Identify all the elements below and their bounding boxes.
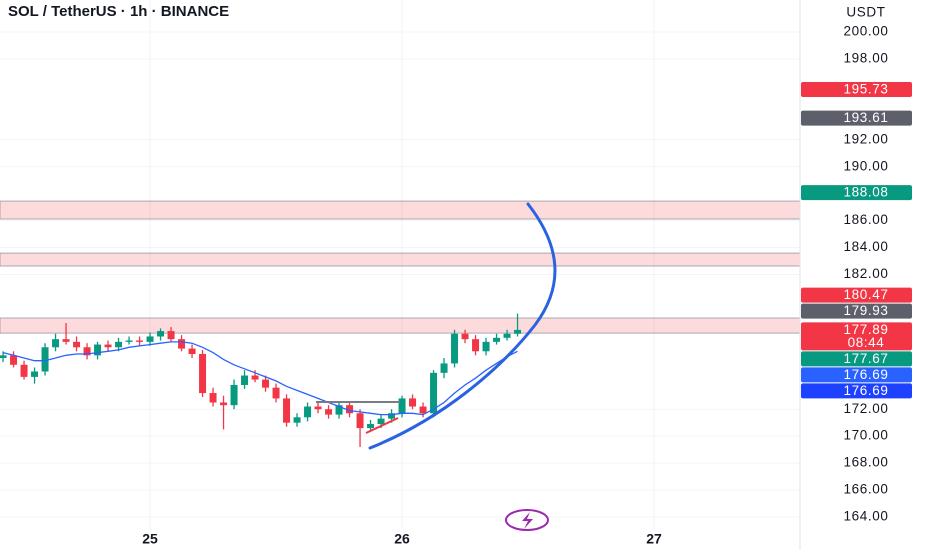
candle-body — [178, 339, 186, 349]
candle-body — [83, 347, 91, 356]
candle-body — [262, 379, 270, 388]
candle-body — [220, 402, 228, 406]
candle-body — [157, 331, 165, 337]
grid — [0, 0, 800, 530]
y-tick-label: 166.00 — [844, 482, 889, 497]
candle-body — [167, 331, 175, 340]
price-tag — [801, 110, 912, 126]
price-tag — [801, 287, 912, 303]
candle-body — [272, 387, 280, 399]
candle-body — [62, 339, 70, 342]
candle-body — [430, 372, 438, 414]
y-tick-label: 164.00 — [844, 509, 889, 524]
zone — [0, 200, 801, 220]
candle-body — [461, 333, 469, 340]
candle-body — [0, 355, 7, 359]
price-tag-label: 180.47 — [844, 287, 889, 302]
countdown-label: 08:44 — [848, 335, 885, 350]
candle-body — [115, 341, 123, 348]
price-tag-label: 177.67 — [844, 351, 889, 366]
price-tag — [801, 303, 912, 319]
candle-body — [52, 339, 60, 348]
candle-body — [367, 424, 375, 429]
candle-body — [335, 405, 343, 415]
price-tag-label: 177.89 — [844, 322, 889, 337]
candle-body — [104, 344, 112, 348]
y-tick-label: 190.00 — [844, 158, 889, 173]
candle-body — [482, 341, 490, 352]
y-tick-label: 198.00 — [844, 51, 889, 66]
price-tag — [801, 383, 912, 399]
y-tick-label: 192.00 — [844, 131, 889, 146]
candle-body — [146, 336, 154, 342]
y-tick-label: 170.00 — [844, 428, 889, 443]
candle-body — [31, 371, 39, 377]
candle-body — [356, 413, 364, 429]
chart-title: SOL / TetherUS · 1h · BINANCE — [8, 3, 229, 20]
moving-average — [2, 341, 518, 416]
candle-body — [199, 353, 207, 394]
candle-body — [451, 333, 459, 364]
candle-body — [493, 337, 501, 342]
candle-body — [503, 333, 511, 338]
candle-body — [388, 413, 396, 419]
price-tag-label: 176.69 — [844, 383, 889, 398]
y-tick-label: 200.00 — [844, 24, 889, 39]
candle-body — [209, 393, 217, 403]
price-tag-label: 176.69 — [844, 367, 889, 382]
y-tick-label: 182.00 — [844, 266, 889, 281]
candle-body — [20, 364, 28, 377]
price-tag-label: 193.61 — [844, 110, 889, 125]
price-tag — [801, 82, 912, 98]
candle-body — [314, 406, 322, 410]
x-tick-label: 27 — [646, 531, 662, 547]
candle-body — [73, 341, 81, 348]
candle-body — [409, 398, 417, 407]
y-tick-label: 172.00 — [844, 401, 889, 416]
y-tick-label: 186.00 — [844, 212, 889, 227]
x-tick-label: 26 — [394, 531, 410, 547]
candle-body — [398, 398, 406, 414]
x-tick-label: 25 — [142, 531, 158, 547]
candle-body — [10, 355, 18, 365]
candle-body — [251, 375, 259, 380]
price-tag-label: 179.93 — [844, 303, 889, 318]
price-tag — [801, 185, 912, 201]
currency-label: USDT — [846, 5, 885, 20]
zones — [0, 200, 801, 334]
plot — [0, 313, 522, 447]
price-tag — [801, 351, 912, 367]
axis: 200.00 198.00 192.00 190.00 186.00 184.00 182.… — [142, 24, 888, 547]
price-tag — [801, 322, 912, 351]
y-tick-label: 168.00 — [844, 455, 889, 470]
candle-body — [293, 417, 301, 423]
curve-annotation — [368, 202, 557, 450]
candle-body — [188, 348, 196, 354]
trend-line — [365, 417, 399, 434]
candle-body — [230, 384, 238, 406]
price-tag-label: 195.73 — [844, 82, 889, 97]
lightning-icon — [505, 509, 549, 531]
candle-body — [41, 347, 49, 372]
candle-body — [94, 344, 102, 356]
candle-body — [283, 398, 291, 423]
zone — [0, 317, 801, 334]
candle-body — [304, 406, 312, 418]
candle-body — [346, 405, 354, 414]
candle-body — [241, 375, 249, 385]
y-tick-label: 184.00 — [844, 239, 889, 254]
price-tag — [801, 367, 912, 383]
candle-body — [377, 418, 385, 425]
candle-body — [125, 340, 133, 342]
price-tag-label: 188.08 — [844, 185, 889, 200]
candle-body — [325, 409, 333, 415]
candle-body — [136, 340, 144, 342]
candle-body — [440, 363, 448, 373]
candle-body — [419, 406, 427, 414]
candle-body — [472, 339, 480, 352]
zone — [0, 252, 801, 267]
candle-body — [514, 329, 522, 334]
